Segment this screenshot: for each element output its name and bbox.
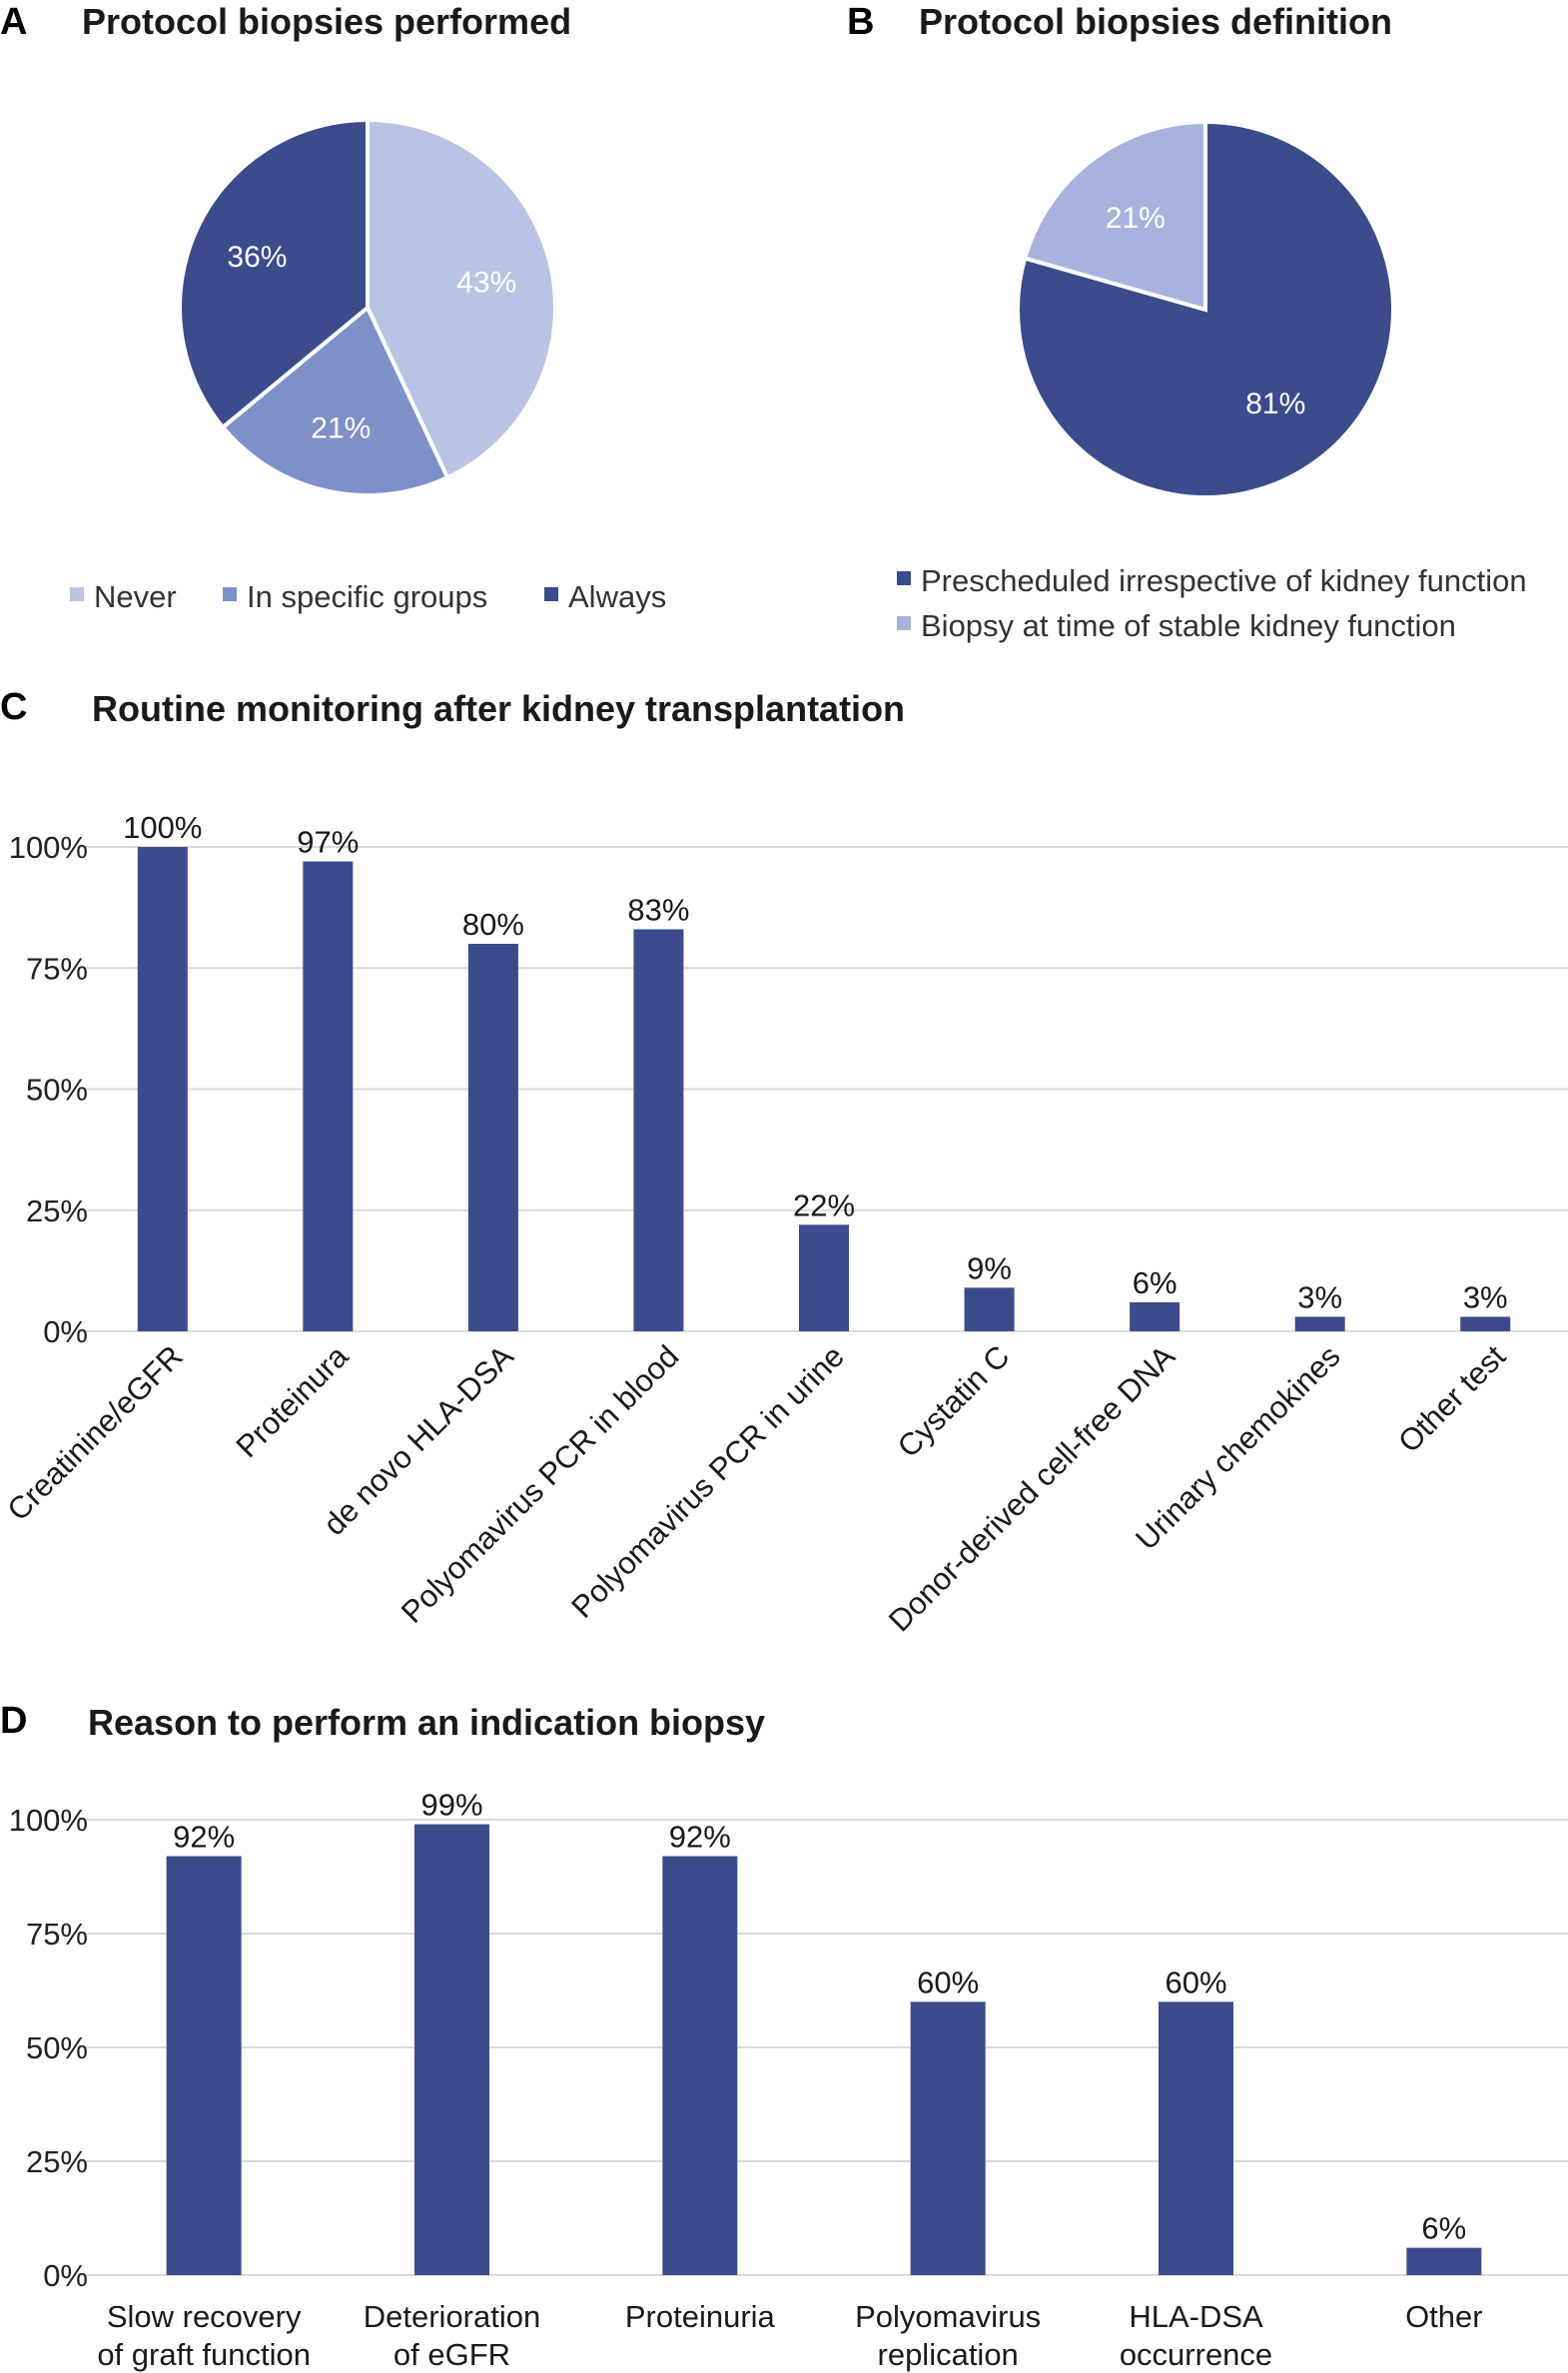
pie-b: 81% 21% bbox=[1016, 119, 1395, 499]
panel-d-letter: D bbox=[0, 1700, 27, 1742]
data-label-d: 6% bbox=[1421, 2211, 1466, 2246]
panel-b-letter: B bbox=[847, 1, 874, 43]
panel-b: B Protocol biopsies definition 81% 21% Pr… bbox=[847, 1, 1527, 643]
bar-c-cystatin-c bbox=[964, 1287, 1015, 1331]
y-tick-label-d: 75% bbox=[26, 1917, 88, 1952]
x-tick-label-c: Polyomavirus PCR in urine bbox=[564, 1338, 851, 1625]
data-label-c: 83% bbox=[627, 892, 689, 927]
y-tick-label-c: 75% bbox=[26, 951, 88, 986]
pie-a-slice-label: 21% bbox=[311, 411, 371, 444]
pie-a-slice-never bbox=[366, 117, 557, 480]
bar-c-de-novo-hla-dsa bbox=[467, 944, 518, 1331]
x-tick-label-c: Polyomavirus PCR in blood bbox=[394, 1338, 686, 1630]
bar-c-urinary-chemokines bbox=[1294, 1316, 1345, 1331]
data-label-c: 6% bbox=[1133, 1265, 1177, 1300]
pie-a-slice-label: 36% bbox=[227, 241, 287, 274]
panel-d-title: Reason to perform an indication biopsy bbox=[88, 1702, 765, 1743]
bar-d-other bbox=[1406, 2247, 1482, 2275]
x-tick-label-c: Creatinine/eGFR bbox=[1, 1338, 190, 1527]
pie-b-slice-label: 21% bbox=[1106, 202, 1166, 235]
x-tick-label-d: Proteinuria bbox=[625, 2299, 776, 2334]
legend-b-swatch-prescheduled-irrespective-of-kidney-function bbox=[897, 571, 911, 585]
y-tick-label-c: 25% bbox=[26, 1193, 88, 1228]
x-tick-label-c: Proteinura bbox=[229, 1338, 355, 1464]
data-label-d: 92% bbox=[669, 1819, 731, 1854]
data-label-c: 9% bbox=[967, 1250, 1012, 1285]
panel-c-letter: C bbox=[0, 686, 27, 728]
panel-b-title: Protocol biopsies definition bbox=[919, 1, 1392, 42]
pie-a-legend: Never In specific groups Always bbox=[70, 579, 666, 614]
y-tick-label-d: 50% bbox=[26, 2030, 88, 2065]
x-tick-label-c: Donor-derived cell-free DNA bbox=[882, 1338, 1181, 1638]
x-tick-label-d: HLA-DSA occurrence bbox=[1120, 2299, 1272, 2372]
bar-chart-c: 0% 25% 50% 75% 100% 100% Creatinine/eGFR 97% Pro… bbox=[1, 810, 1568, 1638]
bar-c-polyomavirus-pcr-in-blood bbox=[633, 929, 684, 1331]
legend-a-label-in-specific-groups: In specific groups bbox=[247, 579, 487, 614]
bar-d-deterioration-of-egfr bbox=[414, 1824, 489, 2275]
legend-a-label-always: Always bbox=[568, 579, 666, 614]
panel-d: D Reason to perform an indication biopsy… bbox=[0, 1700, 1568, 2372]
bar-c-other-test bbox=[1460, 1316, 1511, 1331]
bar-c-polyomavirus-pcr-in-urine bbox=[799, 1224, 849, 1331]
legend-a-swatch-always bbox=[544, 587, 558, 601]
bar-c-proteinura bbox=[303, 861, 354, 1331]
bar-d-slow-recovery-of-graft-function bbox=[166, 1856, 242, 2275]
pie-a-slice-label: 43% bbox=[456, 266, 516, 299]
data-label-c: 3% bbox=[1463, 1279, 1508, 1314]
x-tick-label-d: Polyomavirus replication bbox=[855, 2299, 1041, 2372]
y-tick-label-c: 0% bbox=[43, 1314, 88, 1349]
x-tick-label-d: Other bbox=[1405, 2299, 1483, 2334]
legend-b-label-biopsy-at-time-of-stable-kidney-function: Biopsy at time of stable kidney function bbox=[921, 608, 1456, 643]
data-label-d: 60% bbox=[1165, 1965, 1226, 1999]
y-tick-label-d: 25% bbox=[26, 2144, 88, 2179]
pie-b-slice-label: 81% bbox=[1245, 388, 1305, 420]
legend-a-label-never: Never bbox=[94, 579, 177, 614]
bar-d-polyomavirus-replication bbox=[910, 2001, 986, 2275]
data-label-c: 3% bbox=[1297, 1279, 1342, 1314]
bar-chart-d: 0% 25% 50% 75% 100% 92% Slow recovery of graft … bbox=[9, 1788, 1568, 2372]
y-tick-label-d: 100% bbox=[9, 1803, 88, 1838]
data-label-c: 100% bbox=[123, 810, 202, 845]
legend-a-swatch-never bbox=[70, 587, 84, 601]
bar-d-proteinuria bbox=[662, 1856, 738, 2275]
pie-b-legend: Prescheduled irrespective of kidney func… bbox=[897, 563, 1527, 643]
data-label-d: 99% bbox=[420, 1788, 482, 1823]
pie-a: 43% 21% 36% bbox=[178, 117, 557, 497]
data-label-c: 80% bbox=[462, 907, 524, 942]
legend-b-swatch-biopsy-at-time-of-stable-kidney-function bbox=[897, 616, 911, 630]
x-tick-label-d: Slow recovery of graft function bbox=[97, 2299, 311, 2372]
pie-a-slice-in-specific-groups bbox=[220, 304, 450, 497]
legend-a-swatch-in-specific-groups bbox=[223, 587, 237, 601]
data-label-c: 97% bbox=[297, 825, 359, 860]
pie-b-slice-biopsy-at-time-of-stable-kidney-function bbox=[1022, 119, 1207, 313]
bar-c-donor-derived-cell-free-dna bbox=[1130, 1301, 1180, 1331]
x-tick-label-c: Other test bbox=[1391, 1338, 1512, 1459]
x-tick-label-d: Deterioration of eGFR bbox=[364, 2299, 540, 2372]
legend-b-label-prescheduled-irrespective-of-kidney-function: Prescheduled irrespective of kidney func… bbox=[921, 563, 1527, 598]
pie-a-slice-always bbox=[178, 117, 370, 430]
panel-a: A Protocol biopsies performed 43%21%36% … bbox=[0, 1, 666, 614]
bar-c-creatinine-egfr bbox=[137, 847, 188, 1331]
data-label-d: 92% bbox=[173, 1819, 235, 1854]
panel-a-letter: A bbox=[0, 1, 27, 43]
y-tick-label-c: 50% bbox=[26, 1073, 88, 1108]
panel-c-title: Routine monitoring after kidney transpla… bbox=[92, 688, 905, 729]
y-tick-label-d: 0% bbox=[43, 2258, 88, 2293]
panel-a-title: Protocol biopsies performed bbox=[82, 1, 571, 42]
panel-c: C Routine monitoring after kidney transp… bbox=[0, 686, 1568, 1638]
data-label-d: 60% bbox=[917, 1965, 979, 1999]
data-label-c: 22% bbox=[793, 1187, 855, 1222]
x-tick-label-c: Cystatin C bbox=[891, 1338, 1017, 1464]
bar-d-hla-dsa-occurrence bbox=[1159, 2001, 1233, 2275]
y-tick-label-c: 100% bbox=[9, 830, 88, 865]
